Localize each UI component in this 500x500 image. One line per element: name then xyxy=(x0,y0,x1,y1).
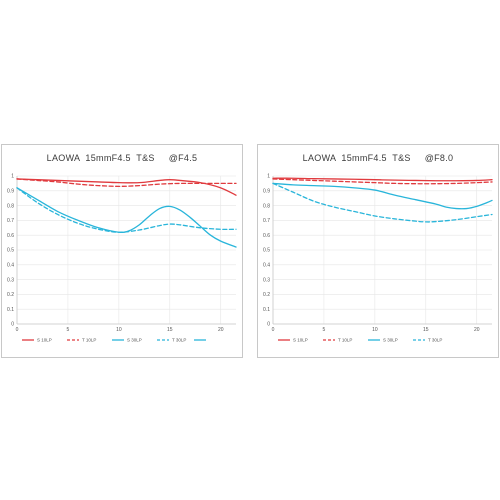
y-tick-label: 1 xyxy=(267,174,270,180)
y-tick-label: 0.1 xyxy=(263,307,270,313)
x-tick-label: 10 xyxy=(372,327,378,333)
y-tick-label: 0.1 xyxy=(7,307,14,313)
y-tick-label: 0.6 xyxy=(263,233,270,239)
y-tick-label: 0.4 xyxy=(263,263,270,269)
y-tick-label: 0.9 xyxy=(7,189,14,195)
x-tick-label: 10 xyxy=(116,327,122,333)
legend-label: S 30LP xyxy=(383,338,398,343)
x-tick-label: 15 xyxy=(423,327,429,333)
legend-label: S 10LP xyxy=(293,338,308,343)
x-tick-label: 20 xyxy=(474,327,480,333)
y-tick-label: 0.9 xyxy=(263,189,270,195)
series-line-t-10lp xyxy=(272,178,493,185)
legend-label: S 10LP xyxy=(37,338,52,343)
x-tick-label: 5 xyxy=(323,327,326,333)
mtf-chart-f80: LAOWA 15mmF4.5 T&S @F8.0 0 0.1 0.2 0.3 0.4 0.… xyxy=(257,144,499,358)
y-tick-label: 0.8 xyxy=(7,203,14,209)
series-line-t-30lp xyxy=(272,182,493,223)
y-tick-label: 0.8 xyxy=(263,203,270,209)
x-tick-label: 0 xyxy=(272,327,275,333)
x-tick-label: 15 xyxy=(167,327,173,333)
chart-plot-f45: 00.10.20.30.40.50.60.70.80.910 5 10 15 20S 1… xyxy=(7,174,237,343)
y-tick-label: 0.6 xyxy=(7,233,14,239)
y-tick-label: 0.2 xyxy=(7,292,14,298)
y-tick-label: 0 xyxy=(11,322,14,328)
chart-plot-f80: 00.10.20.30.40.50.60.70.80.910 5 10 15 20S 1… xyxy=(263,174,493,343)
y-tick-label: 0.4 xyxy=(7,263,14,269)
legend-label: T 10LP xyxy=(82,338,96,343)
series-line-s-10lp xyxy=(16,178,237,196)
y-tick-label: 1 xyxy=(11,174,14,180)
x-tick-label: 5 xyxy=(67,327,70,333)
mtf-chart-f45: LAOWA 15mmF4.5 T&S @F4.5 0 0.1 0.2 0.3 0.4 0.… xyxy=(1,144,243,358)
y-tick-label: 0.7 xyxy=(7,218,14,224)
y-tick-label: 0.7 xyxy=(263,218,270,224)
x-tick-label: 0 xyxy=(16,327,19,333)
legend-label: T 30LP xyxy=(172,338,186,343)
legend-label: S 30LP xyxy=(127,338,142,343)
y-tick-label: 0.5 xyxy=(263,248,270,254)
series-line-t-10lp xyxy=(16,178,237,188)
y-tick-label: 0.3 xyxy=(7,277,14,283)
legend-label: T 30LP xyxy=(428,338,442,343)
y-tick-label: 0.3 xyxy=(263,277,270,283)
series-line-t-30lp xyxy=(16,187,237,233)
chart-title: LAOWA 15mmF4.5 T&S @F8.0 xyxy=(302,153,454,163)
y-tick-label: 0.5 xyxy=(7,248,14,254)
series-line-s-30lp xyxy=(272,182,493,210)
chart-title: LAOWA 15mmF4.5 T&S @F4.5 xyxy=(46,153,198,163)
x-tick-label: 20 xyxy=(218,327,224,333)
legend-label: T 10LP xyxy=(338,338,352,343)
y-tick-label: 0.2 xyxy=(263,292,270,298)
series-line-s-30lp xyxy=(16,187,237,248)
series-line-s-10lp xyxy=(272,177,493,182)
y-tick-label: 0 xyxy=(267,322,270,328)
